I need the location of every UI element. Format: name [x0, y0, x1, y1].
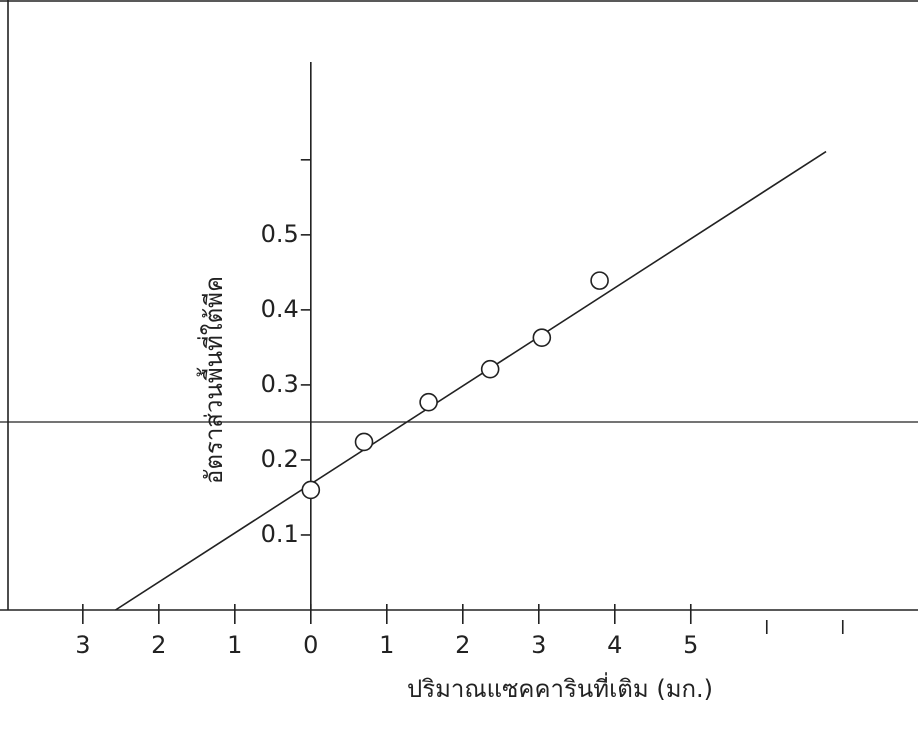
y-tick-label: 0.2	[261, 445, 299, 473]
data-point	[533, 329, 550, 346]
x-tick-label: 1	[379, 631, 394, 659]
data-point	[482, 361, 499, 378]
y-axis-label: อัตราส่วนพื้นที่ใต้พีค	[196, 276, 228, 484]
data-point	[591, 272, 608, 289]
x-tick-label: 3	[75, 631, 90, 659]
data-point	[356, 433, 373, 450]
y-tick-label: 0.3	[261, 370, 299, 398]
x-tick-label: 2	[455, 631, 470, 659]
x-tick-label: 2	[151, 631, 166, 659]
x-tick-label: 1	[227, 631, 242, 659]
data-point	[302, 481, 319, 498]
chart: ปริมาณแซคคารินที่เติม (มก.) อัตราส่วนพื้…	[0, 0, 918, 733]
data-point	[420, 394, 437, 411]
y-tick-label: 0.4	[261, 295, 299, 323]
x-tick-label: 4	[607, 631, 622, 659]
x-axis-label: ปริมาณแซคคารินที่เติม (มก.)	[407, 672, 713, 703]
y-tick-label: 0.5	[261, 220, 299, 248]
x-tick-label: 0	[303, 631, 318, 659]
x-tick-label: 5	[683, 631, 698, 659]
x-tick-label: 3	[531, 631, 546, 659]
y-tick-label: 0.1	[261, 520, 299, 548]
